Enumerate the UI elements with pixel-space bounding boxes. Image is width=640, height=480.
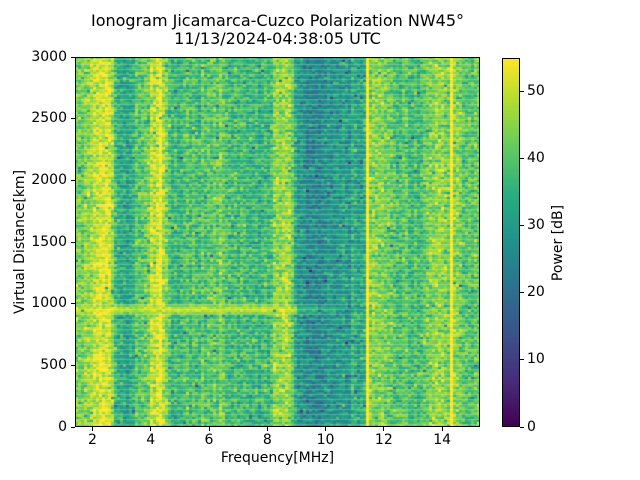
x-tick [208, 427, 210, 431]
x-tick [325, 427, 327, 431]
title-block: Ionogram Jicamarca-Cuzco Polarization NW… [75, 12, 480, 48]
y-tick [71, 426, 75, 428]
y-tick [71, 303, 75, 305]
x-tick [266, 427, 268, 431]
y-tick-label: 0 [58, 418, 67, 435]
colorbar-label: Power [dB] [550, 204, 566, 281]
colorbar-tick [520, 292, 524, 294]
x-tick [383, 427, 385, 431]
y-tick-label: 2000 [31, 171, 67, 188]
colorbar-tick-label: 20 [527, 284, 545, 301]
y-tick [71, 56, 75, 58]
colorbar-tick [520, 91, 524, 93]
x-tick-label: 12 [374, 432, 393, 448]
colorbar-tick [520, 225, 524, 227]
colorbar-tick [520, 359, 524, 361]
x-tick [150, 427, 152, 431]
colorbar-tick-label: 0 [527, 418, 536, 435]
y-tick-label: 1500 [31, 233, 67, 250]
colorbar-tick-label: 30 [527, 217, 545, 234]
y-tick [71, 118, 75, 120]
x-tick-label: 2 [88, 432, 97, 448]
x-tick [441, 427, 443, 431]
y-tick-label: 500 [40, 356, 67, 373]
colorbar-tick-label: 50 [527, 83, 545, 100]
x-tick [91, 427, 93, 431]
y-tick-label: 1000 [31, 295, 67, 312]
colorbar-tick [520, 426, 524, 428]
colorbar-tick-label: 10 [527, 351, 545, 368]
colorbar-tick-label: 40 [527, 150, 545, 167]
ionogram-heatmap [75, 57, 480, 427]
y-tick-label: 2500 [31, 110, 67, 127]
x-tick-label: 14 [433, 432, 452, 448]
colorbar-tick [520, 158, 524, 160]
x-axis-label: Frequency[MHz] [220, 450, 335, 466]
y-tick-label: 3000 [31, 48, 67, 65]
y-tick [71, 179, 75, 181]
y-axis-label: Virtual Distance[km] [12, 169, 28, 315]
colorbar-gradient [502, 58, 520, 427]
x-tick-label: 4 [146, 432, 156, 448]
chart-title: Ionogram Jicamarca-Cuzco Polarization NW… [90, 11, 464, 30]
chart-subtitle: 11/13/2024-04:38:05 UTC [174, 29, 381, 48]
x-tick-label: 8 [262, 432, 272, 448]
y-tick [71, 241, 75, 243]
y-tick [71, 364, 75, 366]
x-tick-label: 6 [204, 432, 214, 448]
x-tick-label: 10 [316, 432, 335, 448]
